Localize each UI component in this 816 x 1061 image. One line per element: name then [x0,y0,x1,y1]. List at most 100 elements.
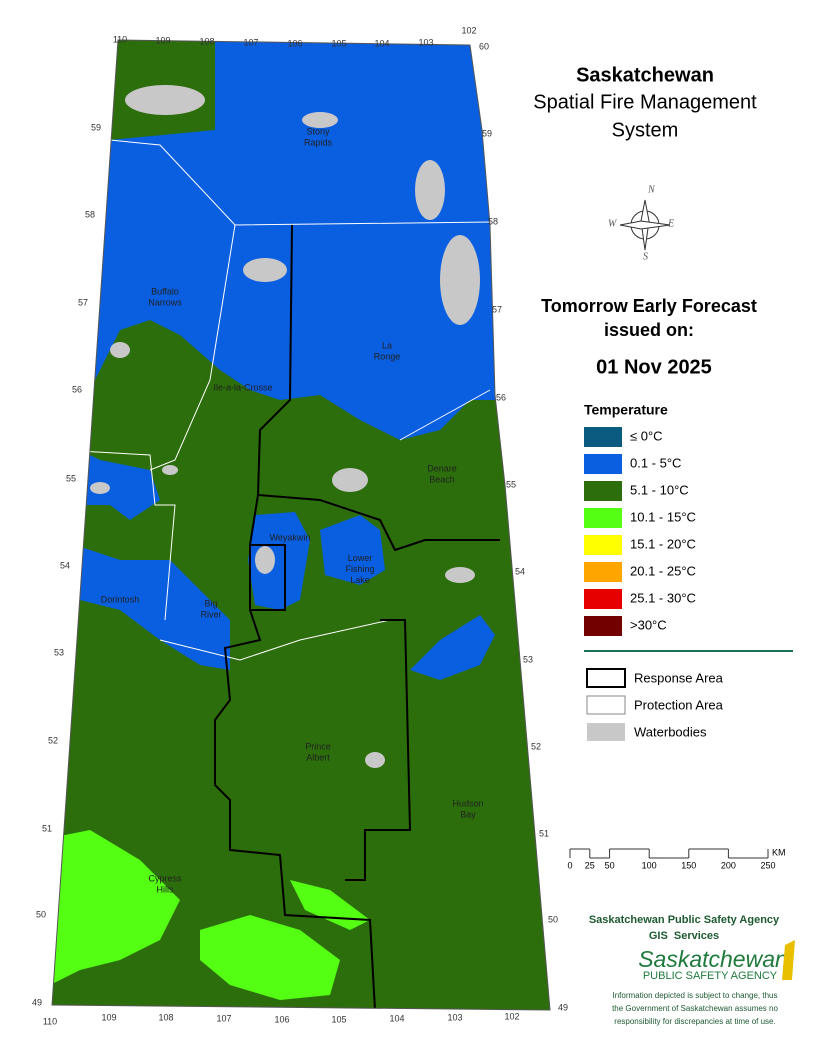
logo-mark [782,940,795,980]
title: System [612,119,679,141]
place-labels: Stony Rapids Buffalo Narrows La Ronge Ile-a-la… [101,127,484,895]
legend-swatch [584,616,622,636]
legend-label: 20.1 - 25°C [630,563,696,578]
coordinate-label: 58 [488,216,498,226]
zone-blue [60,540,230,670]
zone-blue [60,40,500,440]
legend-label: Waterbodies [634,724,707,739]
coordinate-label: 56 [496,392,506,402]
legend-label: 10.1 - 15°C [630,509,696,524]
place-label: Denare Beach [427,464,457,485]
coordinate-label: 102 [504,1011,519,1021]
coordinate-label: 57 [78,297,88,307]
agency: GIS Services [649,930,719,942]
place-label: Buffalo Narrows [148,287,182,308]
map-body [52,40,550,1010]
place-label: Stony Rapids [304,127,333,148]
coordinate-label: 110 [43,1016,57,1026]
coordinate-label: 104 [389,1013,404,1023]
place-label: Ile-a-la-Crosse [213,382,272,392]
title: Spatial Fire Management [533,91,757,113]
coordinate-label: 102 [461,25,476,35]
zone-light-green [52,830,180,990]
coordinate-label: 105 [331,38,346,48]
disclaimer: the Government of Saskatchewan assumes n… [612,1004,778,1013]
place-label: Prince Albert [305,742,331,763]
scale-label: 0 [567,860,572,870]
legend-label: Response Area [634,670,724,685]
response-area-lines [214,224,500,1010]
scale-label: 200 [721,860,736,870]
compass-letter: E [667,218,674,229]
scale-label: 25 [585,860,595,870]
coordinate-label: 103 [447,1012,462,1022]
legend-label: 0.1 - 5°C [630,455,681,470]
title: Saskatchewan [576,64,714,86]
place-label: Dorintosh [101,594,140,604]
coordinate-label: 59 [482,128,492,138]
coordinate-label: 49 [558,1002,568,1012]
coordinate-label: 103 [418,37,433,47]
compass-letter: N [647,184,656,195]
coordinate-label: 55 [506,479,516,489]
logo-name: Saskatchewan [638,946,788,972]
legend-swatch [584,562,622,582]
scale-bar: 0 25 50 100 150 200 250 KM [567,847,785,870]
protection-area-lines [59,139,496,661]
place-label: Hudson Bay [452,799,483,820]
compass: N E S W [608,184,674,262]
disclaimer: responsibility for discrepancies at time… [614,1017,775,1026]
coordinate-label: 58 [85,209,95,219]
legend-label: 25.1 - 30°C [630,590,696,605]
legend-label: 15.1 - 20°C [630,536,696,551]
agency: Saskatchewan Public Safety Agency [589,914,780,926]
legend-swatch [584,454,622,474]
place-label: Big River [200,599,221,620]
forecast-heading: Tomorrow Early Forecast [541,296,757,316]
compass-letter: S [643,251,648,262]
coordinate-label: 53 [54,647,64,657]
disclaimer: Information depicted is subject to chang… [613,991,778,1000]
scale-label: 150 [681,860,696,870]
province-outline [51,39,551,1011]
swatch-protection [586,695,626,715]
coordinate-label: 107 [216,1013,231,1023]
place-label: La Ronge [374,341,401,362]
coordinate-label: 59 [91,122,101,132]
coordinate-label: 51 [42,823,52,833]
waterbodies [90,85,480,768]
legend-swatch [584,508,622,528]
coordinate-labels: 110 109 108 107 106 105 104 103 102 110 109 108 107 1… [32,25,568,1026]
zone-light-green [290,880,370,930]
legend-swatch [584,427,622,447]
swatch-response [586,668,626,688]
coordinate-label: 107 [243,37,258,47]
place-label: Cypress Hills [148,874,182,895]
coordinate-label: 108 [199,36,214,46]
coordinate-label: 110 [113,34,127,44]
coordinate-label: 54 [515,566,525,576]
coordinate-label: 49 [32,997,42,1007]
swatch-waterbodies [587,723,625,741]
coordinate-label: 108 [158,1012,173,1022]
coordinate-label: 52 [48,735,58,745]
scale-label: 50 [605,860,615,870]
legend-label: >30°C [630,617,667,632]
legend-label: Protection Area [634,697,724,712]
coordinate-label: 54 [60,560,70,570]
legend: ≤ 0°C 0.1 - 5°C 5.1 - 10°C 10.1 - 15°C 15.1 … [584,427,696,636]
forecast-date: 01 Nov 2025 [596,356,712,378]
zone-blue [248,512,310,610]
coordinate-label: 53 [523,654,533,664]
coordinate-label: 56 [72,384,82,394]
coordinate-label: 104 [374,38,389,48]
coordinate-label: 106 [274,1014,289,1024]
coordinate-label: 55 [66,473,76,483]
coordinate-label: 50 [36,909,46,919]
scale-label: 250 [760,860,775,870]
legend-label: ≤ 0°C [630,428,663,443]
place-label: Weyakwin [270,532,311,542]
coordinate-label: 109 [101,1012,116,1022]
